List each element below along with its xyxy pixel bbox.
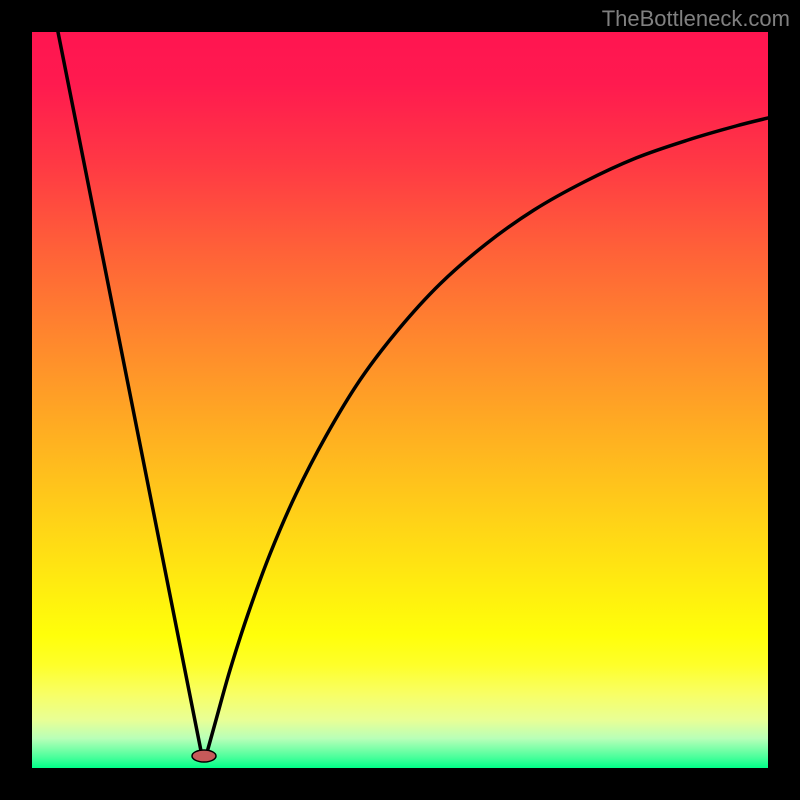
chart-svg (0, 0, 800, 800)
plot-area (32, 32, 768, 768)
optimum-marker (192, 750, 216, 762)
bottleneck-chart (0, 0, 800, 800)
watermark-text: TheBottleneck.com (602, 6, 790, 32)
